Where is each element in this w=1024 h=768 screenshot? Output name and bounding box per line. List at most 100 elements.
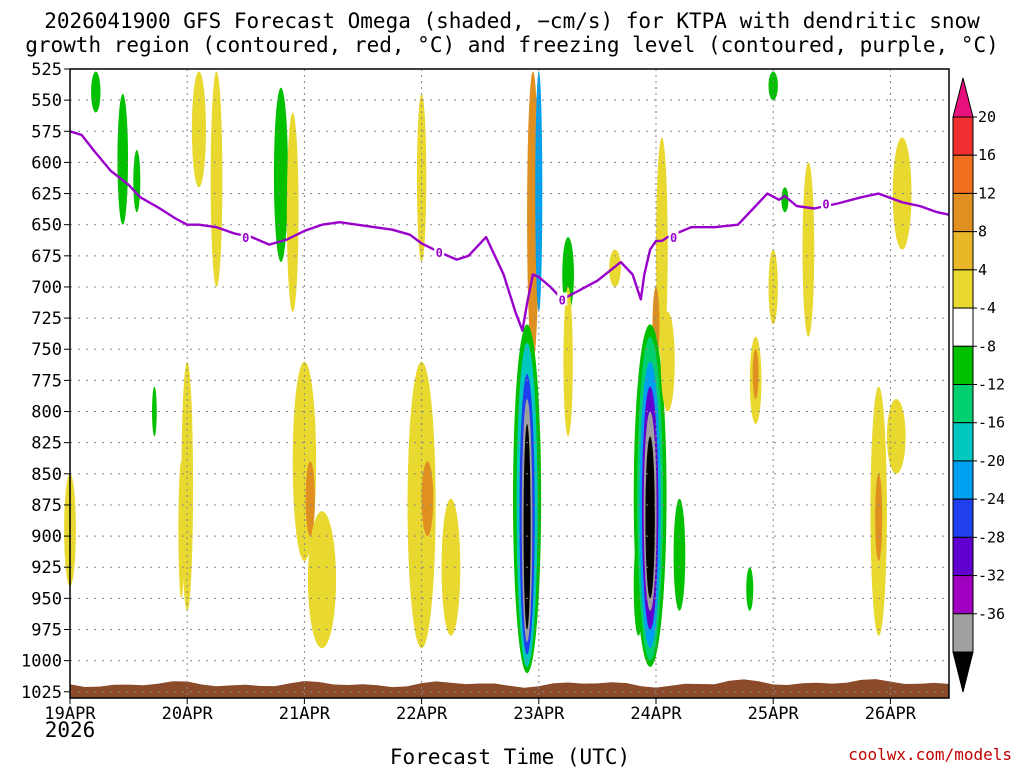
colorbar-label: -12 [978,376,1005,394]
x-tick-label: 25APR [748,704,800,724]
colorbar-segment [952,154,974,194]
y-tick-label: 850 [31,465,62,485]
x-tick-label: 22APR [396,704,448,724]
x-tick-label: 20APR [162,704,214,724]
x-tick-label: 21APR [279,704,331,724]
colorbar-segment [952,575,974,615]
omega-region [660,311,675,412]
omega-region [535,71,543,312]
ground-area [70,679,949,698]
omega-region [191,71,206,188]
chart-title-line2: growth region (contoured, red, °C) and f… [25,33,999,57]
x-tick-label: 26APR [865,704,917,724]
omega-region [133,149,141,213]
colorbar-label: -28 [978,528,1005,546]
colorbar-label: 12 [978,184,996,202]
year-label: 2026 [45,718,96,742]
colorbar-segment [952,613,974,653]
omega-shading [64,71,912,674]
omega-region [802,162,815,337]
y-tick-label: 600 [31,153,62,173]
y-tick-label: 800 [31,403,62,423]
colorbar-label: -24 [978,490,1005,508]
y-tick-label: 675 [31,247,62,267]
contour-label-bg [240,230,251,244]
y-tick-label: 750 [31,340,62,360]
omega-region [307,511,337,649]
y-tick-label: 650 [31,216,62,236]
omega-region [181,361,194,611]
y-tick-label: 775 [31,371,62,391]
omega-region [273,87,288,263]
contour-label-bg [668,230,679,244]
omega-region [91,71,101,113]
colorbar-segment [952,231,974,271]
x-tick-label: 23APR [513,704,565,724]
omega-region [886,399,906,474]
colorbar-segment [952,422,974,462]
x-axis-ticks: 19APR 20APR 21APR 22APR 23APR 24APR 25APR 26APR [44,698,917,724]
omega-region [752,349,759,400]
colorbar-label: -20 [978,452,1005,470]
contour-label: 0 [559,293,566,307]
omega-region [286,112,299,312]
omega-region [523,423,531,630]
y-tick-label: 825 [31,434,62,454]
plot-frame [69,68,950,699]
credit-link[interactable]: coolwx.com/models [848,745,1012,764]
y-tick-label: 525 [31,60,62,80]
colorbar-segment [952,498,974,538]
colorbar-segment [952,269,974,309]
y-axis-ticks: 525 550 575 600 625 650 675 700 725 750 775 800 825 8… [21,60,70,703]
omega-region [407,361,436,649]
colorbar-segment [952,536,974,577]
colorbar-segment [952,384,974,424]
y-tick-label: 575 [31,122,62,142]
colorbar-bottom-arrow [952,651,974,693]
omega-region [210,71,223,287]
omega-region [563,286,573,437]
colorbar-label: 20 [978,108,996,126]
omega-region [645,436,655,599]
omega-region [305,461,315,537]
omega-region [781,187,789,213]
colorbar-label: -32 [978,567,1005,585]
omega-region [421,461,434,537]
contour-label: 0 [822,198,829,212]
y-tick-label: 1000 [21,652,62,672]
x-tick-label: 24APR [630,704,682,724]
colorbar-label: 8 [978,223,987,241]
y-tick-label: 550 [31,91,62,111]
chart-title-line1: 2026041900 GFS Forecast Omega (shaded, −… [44,9,980,33]
omega-region [673,498,686,611]
y-tick-label: 900 [31,527,62,547]
y-tick-label: 700 [31,278,62,298]
colorbar-label: 4 [978,261,987,279]
contour-label: 0 [242,231,249,245]
y-tick-label: 725 [31,309,62,329]
y-tick-label: 925 [31,558,62,578]
x-axis-label: Forecast Time (UTC) [390,745,630,768]
colorbar-label: -16 [978,414,1005,432]
freezing-level-line [69,130,950,332]
omega-region [152,386,157,437]
y-tick-label: 950 [31,589,62,609]
contour-label: 0 [670,231,677,245]
y-tick-label: 625 [31,185,62,205]
omega-region [768,71,778,101]
y-tick-label: 875 [31,496,62,516]
ground-surface [70,679,949,698]
y-tick-label: 1025 [21,683,62,703]
colorbar-label: -8 [978,337,996,355]
colorbar: 20 16 12 8 4 -4 -8 -12 -16 -20 -24 -28 -32 -36 [952,77,1005,693]
x-tick-label: 19APR [44,704,96,724]
colorbar-segment [952,460,974,500]
contour-label-bg [820,196,831,210]
colorbar-label: -4 [978,299,996,317]
y-tick-label: 975 [31,620,62,640]
freezing-level-contour: 0 0 0 0 0 [69,130,950,332]
contour-label-bg [434,245,445,259]
omega-region [441,498,461,636]
